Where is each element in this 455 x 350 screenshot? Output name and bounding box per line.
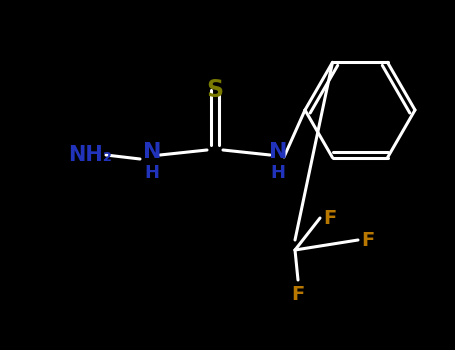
Text: F: F bbox=[324, 209, 337, 228]
Text: F: F bbox=[361, 231, 374, 250]
Text: N: N bbox=[143, 142, 161, 162]
Text: NH₂: NH₂ bbox=[68, 145, 112, 165]
Text: H: H bbox=[145, 164, 160, 182]
Text: S: S bbox=[207, 78, 223, 102]
Text: H: H bbox=[271, 164, 285, 182]
Text: F: F bbox=[291, 285, 305, 303]
Text: N: N bbox=[269, 142, 287, 162]
